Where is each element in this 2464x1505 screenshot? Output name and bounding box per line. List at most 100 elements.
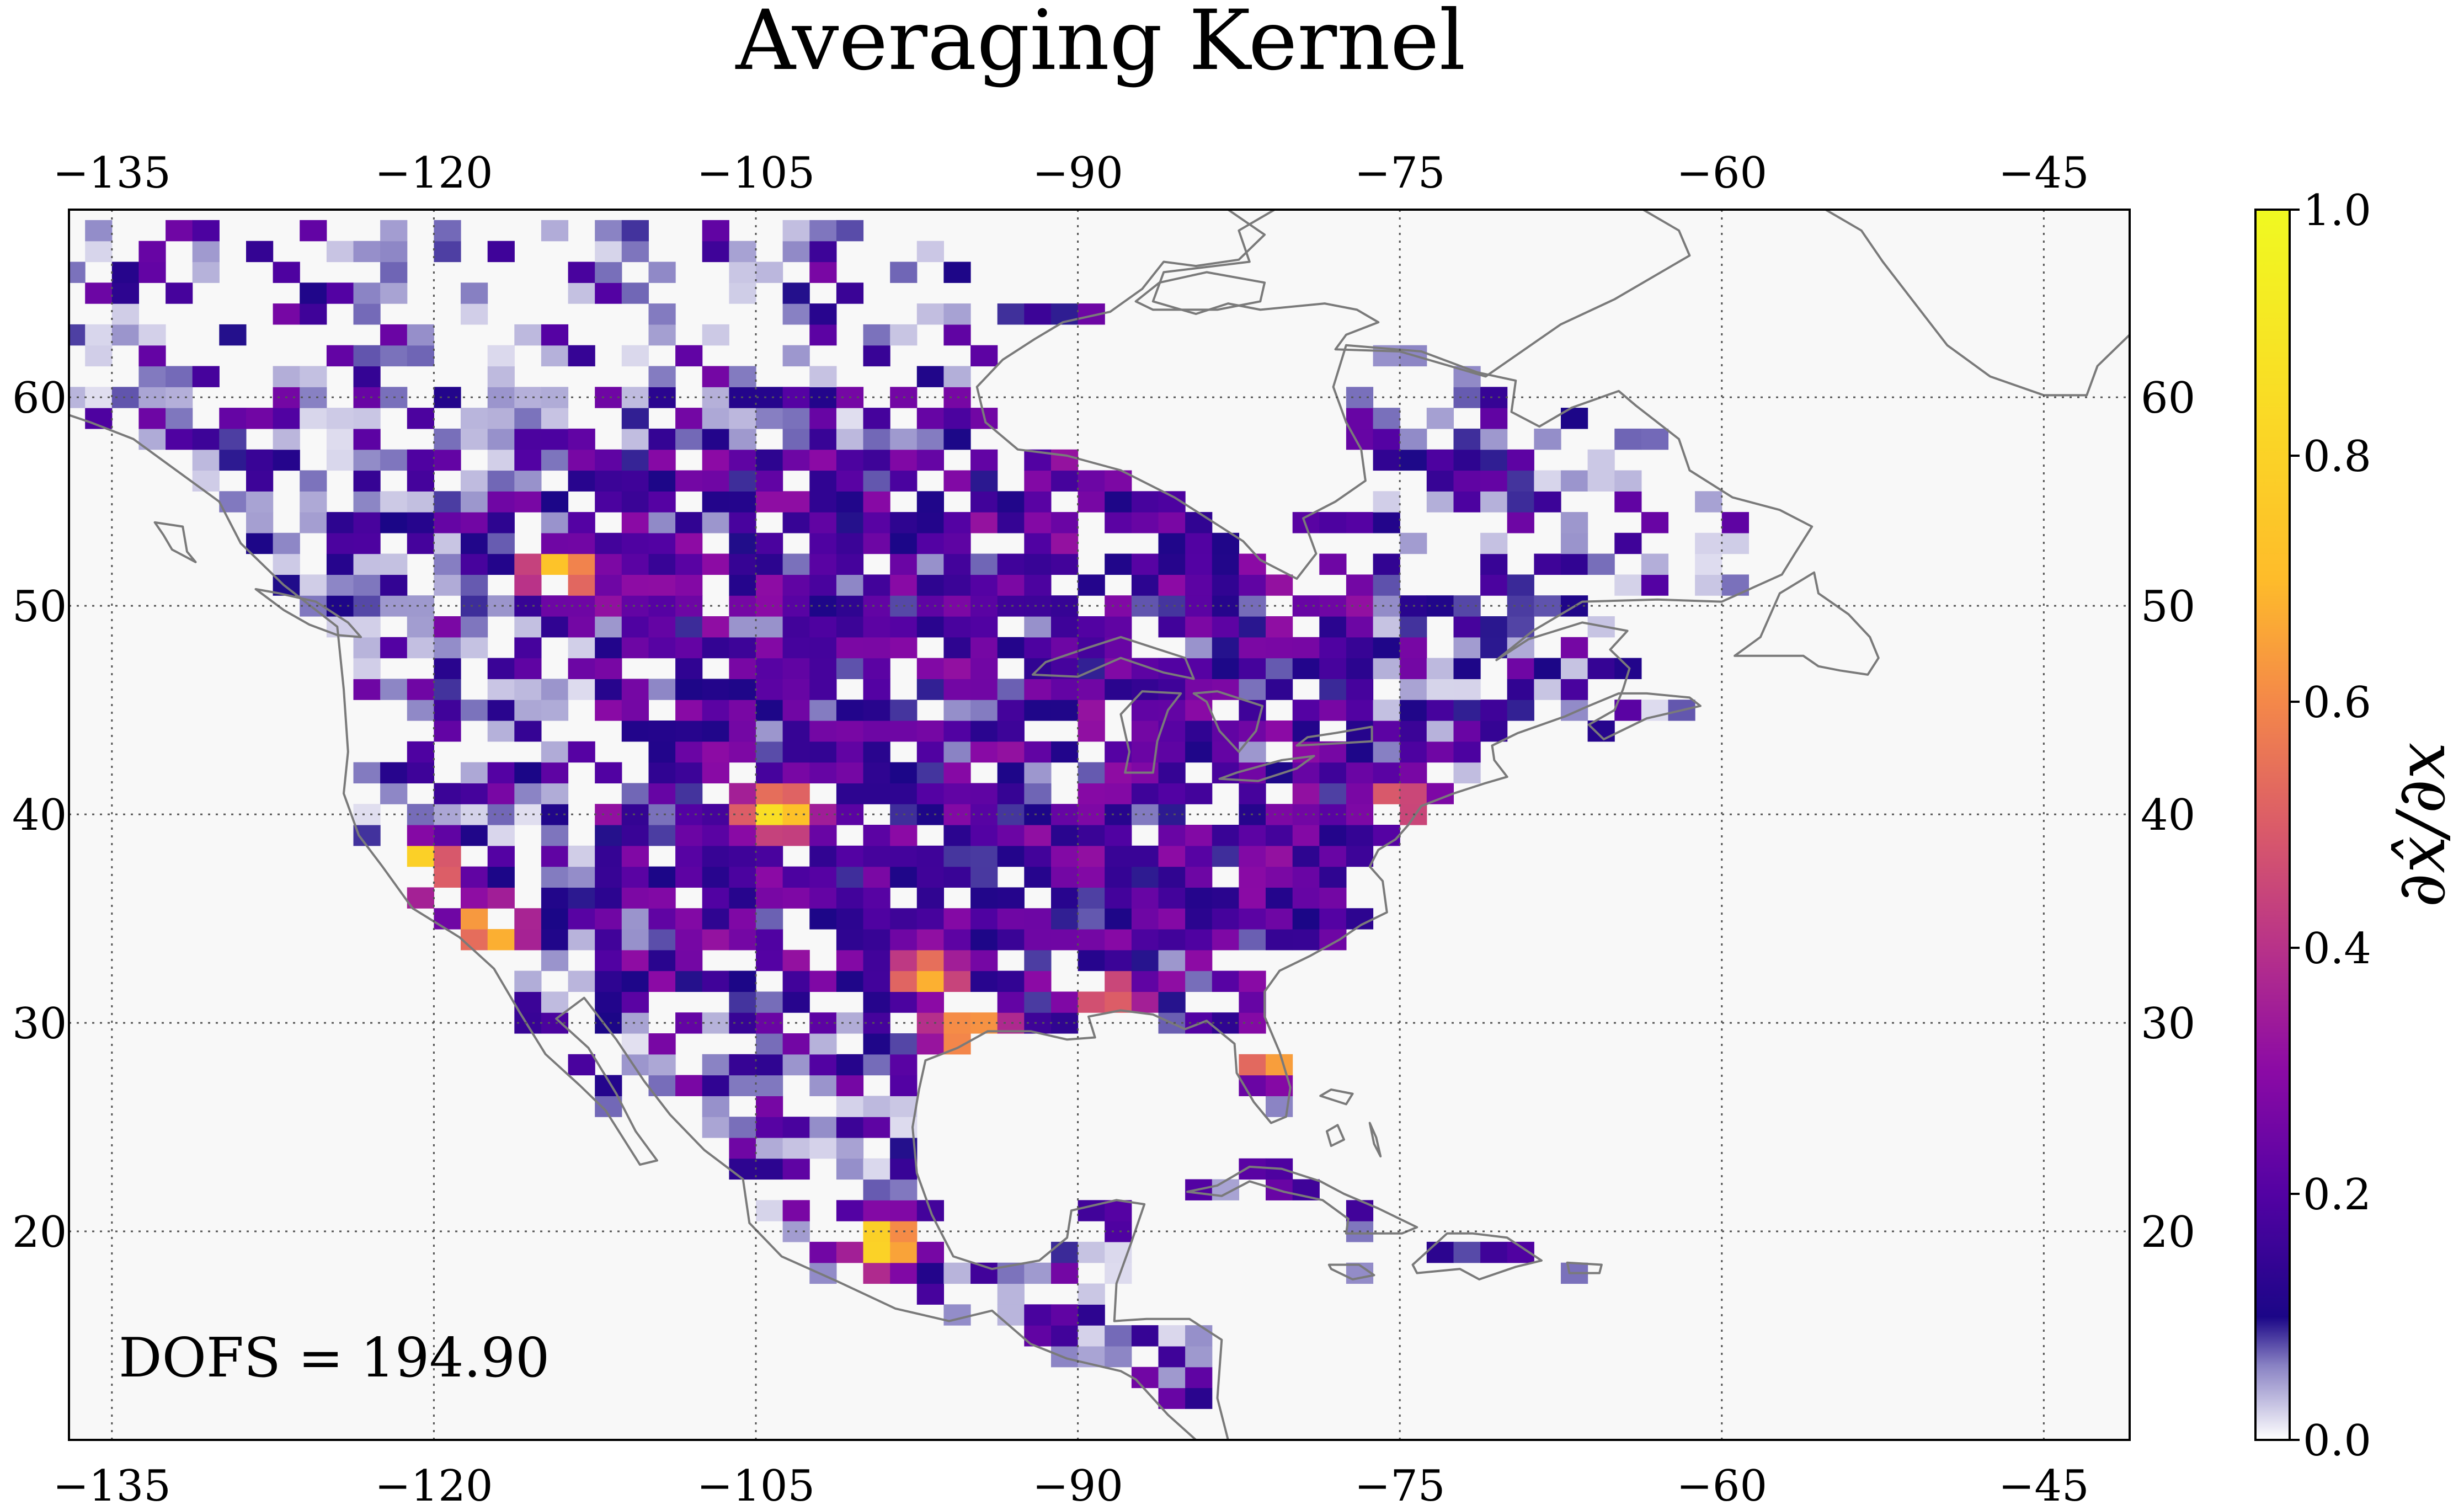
heatmap-cell bbox=[487, 679, 515, 700]
heatmap-cell bbox=[675, 762, 703, 783]
heatmap-cell bbox=[541, 762, 569, 783]
heatmap-cell bbox=[916, 574, 944, 596]
heatmap-cell bbox=[675, 908, 703, 930]
heatmap-cell bbox=[675, 532, 703, 554]
heatmap-cell bbox=[863, 512, 890, 533]
heatmap-cell bbox=[1212, 970, 1239, 992]
heatmap-cell bbox=[1561, 532, 1588, 554]
heatmap-cell bbox=[541, 553, 569, 575]
heatmap-cell bbox=[756, 845, 783, 867]
heatmap-cell bbox=[648, 512, 676, 533]
heatmap-cell bbox=[487, 428, 515, 450]
heatmap-cell bbox=[648, 616, 676, 638]
heatmap-cell bbox=[541, 532, 569, 554]
heatmap-cell bbox=[890, 1262, 918, 1284]
lat-tick-label-left: 60 bbox=[12, 373, 67, 423]
heatmap-cell bbox=[809, 491, 837, 513]
heatmap-cell bbox=[997, 970, 1025, 992]
heatmap-cell bbox=[970, 491, 998, 513]
heatmap-cell bbox=[756, 679, 783, 700]
heatmap-cell bbox=[916, 408, 944, 429]
heatmap-cell bbox=[1480, 1241, 1508, 1263]
heatmap-cell bbox=[1426, 679, 1454, 700]
heatmap-cell bbox=[782, 679, 810, 700]
heatmap-cell bbox=[1158, 1387, 1186, 1409]
heatmap-cell bbox=[782, 991, 810, 1013]
heatmap-cell bbox=[782, 408, 810, 429]
heatmap-cell bbox=[809, 261, 837, 283]
heatmap-cell bbox=[1185, 512, 1213, 533]
heatmap-cell bbox=[890, 324, 918, 346]
heatmap-cell bbox=[916, 1262, 944, 1284]
heatmap-cell bbox=[1212, 929, 1239, 951]
heatmap-cell bbox=[756, 1200, 783, 1221]
coastlines bbox=[69, 210, 2130, 1440]
heatmap-cell bbox=[648, 637, 676, 659]
heatmap-cell bbox=[675, 658, 703, 679]
heatmap-cell bbox=[407, 345, 434, 367]
heatmap-cell bbox=[246, 408, 274, 429]
heatmap-cell bbox=[782, 825, 810, 846]
heatmap-cell bbox=[1266, 1054, 1293, 1076]
heatmap-cell bbox=[1024, 929, 1052, 951]
heatmap-cell bbox=[648, 908, 676, 930]
heatmap-cell bbox=[782, 741, 810, 763]
heatmap-cell bbox=[1051, 866, 1079, 888]
heatmap-cell bbox=[621, 845, 649, 867]
heatmap-cell bbox=[621, 1033, 649, 1055]
heatmap-cell bbox=[568, 261, 595, 283]
heatmap-cell bbox=[809, 470, 837, 492]
heatmap-cell bbox=[1561, 658, 1588, 679]
heatmap-cell bbox=[595, 825, 622, 846]
heatmap-cell bbox=[702, 324, 729, 346]
heatmap-cell bbox=[1453, 721, 1481, 742]
heatmap-cell bbox=[809, 1012, 837, 1034]
heatmap-cell bbox=[970, 553, 998, 575]
heatmap-cell bbox=[916, 1012, 944, 1034]
heatmap-cell bbox=[568, 470, 595, 492]
heatmap-cell bbox=[916, 949, 944, 972]
heatmap-cell bbox=[138, 241, 166, 263]
heatmap-cell bbox=[729, 741, 756, 763]
heatmap-cell bbox=[756, 1117, 783, 1138]
heatmap-cell bbox=[1239, 866, 1266, 888]
heatmap-cell bbox=[621, 970, 649, 992]
heatmap-cell bbox=[1185, 887, 1213, 909]
heatmap-cell bbox=[1373, 658, 1400, 679]
heatmap-cell bbox=[836, 532, 864, 554]
heatmap-cell bbox=[353, 595, 381, 617]
heatmap-cell bbox=[1266, 804, 1293, 825]
heatmap-cell bbox=[943, 366, 971, 387]
heatmap-cell bbox=[729, 825, 756, 846]
heatmap-cell bbox=[407, 512, 434, 533]
heatmap-cell bbox=[1051, 1262, 1079, 1284]
heatmap-cell bbox=[1239, 970, 1266, 992]
heatmap-cell bbox=[1721, 574, 1749, 596]
heatmap-cell bbox=[595, 845, 622, 867]
heatmap-cell bbox=[863, 741, 890, 763]
heatmap-cell bbox=[380, 574, 408, 596]
heatmap-cell bbox=[1078, 866, 1105, 888]
heatmap-cell bbox=[836, 616, 864, 638]
heatmap-cell bbox=[916, 616, 944, 638]
heatmap-cell bbox=[756, 532, 783, 554]
heatmap-cell bbox=[675, 428, 703, 450]
heatmap-cell bbox=[380, 783, 408, 804]
heatmap-cell bbox=[1078, 1241, 1105, 1263]
heatmap-cell bbox=[970, 637, 998, 659]
heatmap-cell bbox=[1480, 449, 1508, 471]
coastline-path bbox=[1319, 1088, 1354, 1106]
heatmap-cell bbox=[1400, 762, 1427, 783]
heatmap-cell bbox=[702, 741, 729, 763]
heatmap-cell bbox=[1266, 908, 1293, 930]
heatmap-cell bbox=[702, 408, 729, 429]
axis-ticks: −135 −135 −120 −120 −105 −105 −90 −90 −75 −75 −60 −… bbox=[12, 148, 2195, 1505]
heatmap-cell bbox=[702, 470, 729, 492]
lon-tick-label-top: −75 bbox=[1354, 148, 1446, 198]
heatmap-cell bbox=[407, 825, 434, 846]
heatmap-cell bbox=[1373, 762, 1400, 783]
heatmap-cell bbox=[595, 991, 622, 1013]
heatmap-cell bbox=[997, 762, 1025, 783]
heatmap-cell bbox=[514, 721, 542, 742]
heatmap-cell bbox=[729, 1075, 756, 1096]
